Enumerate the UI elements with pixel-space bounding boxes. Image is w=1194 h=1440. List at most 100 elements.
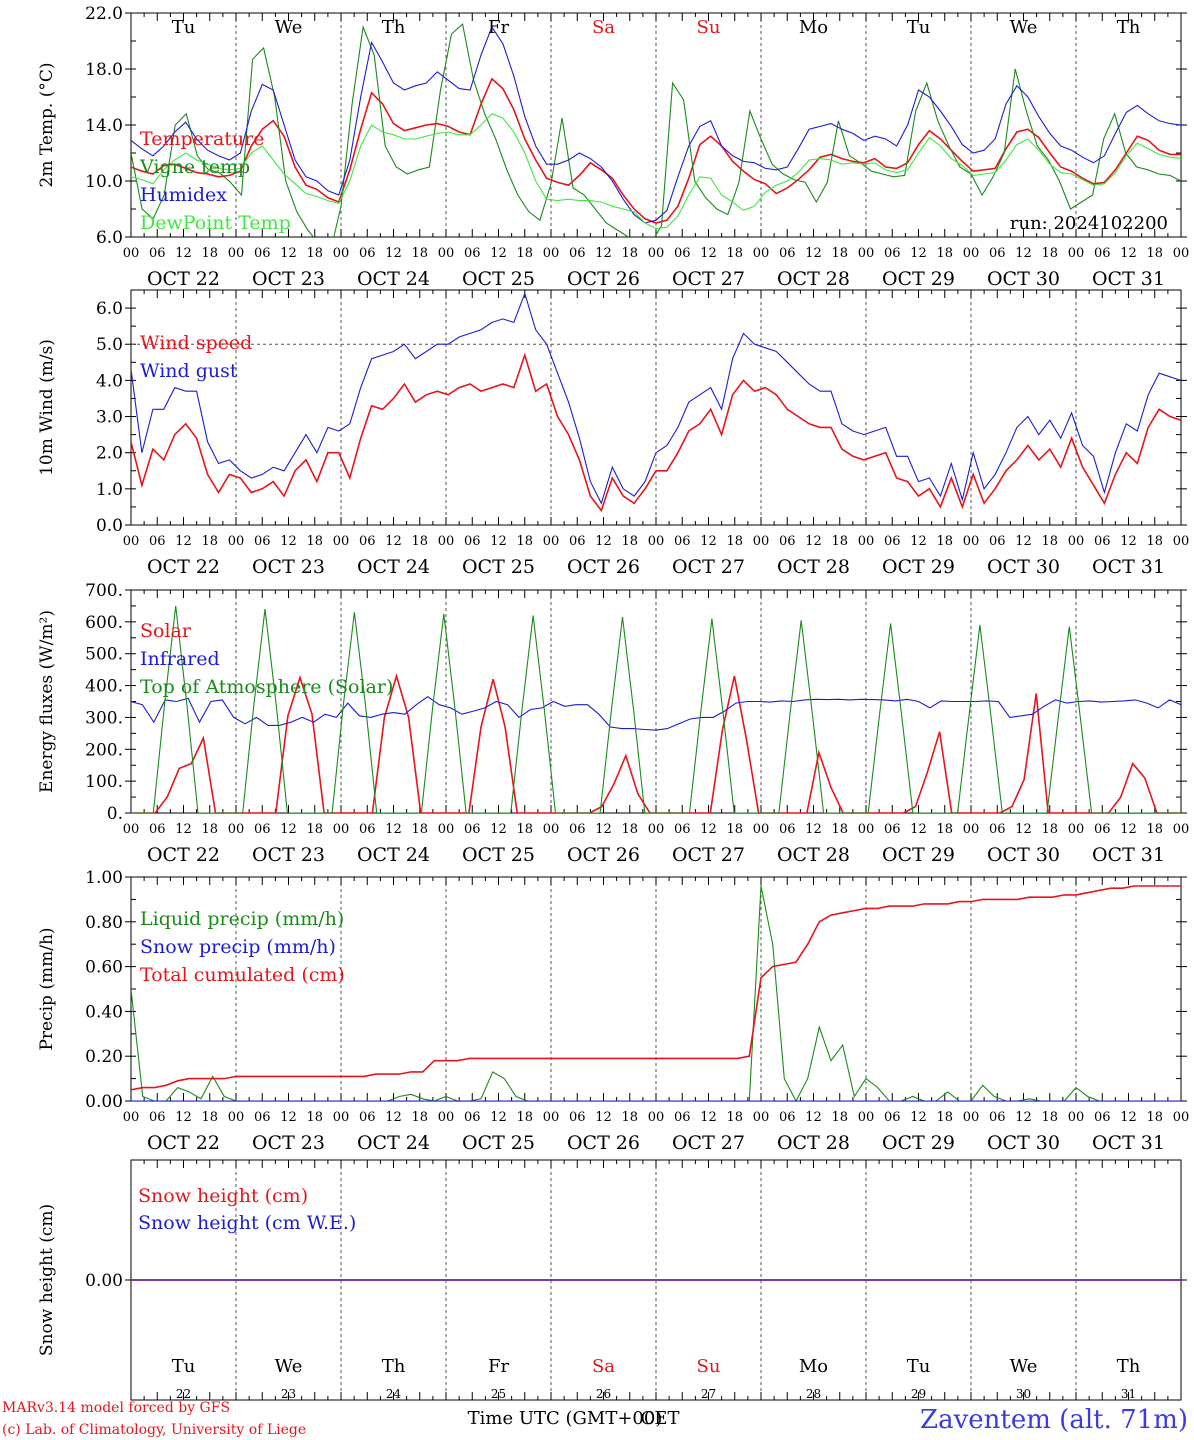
- hour-tick-label: 00: [1173, 1110, 1190, 1125]
- hour-tick-label: 00: [858, 1110, 875, 1125]
- y-tick-label: 14.0: [85, 116, 123, 136]
- hour-tick-label: 06: [254, 246, 271, 261]
- hour-tick-label: 12: [175, 534, 192, 549]
- hour-tick-label: 06: [254, 1110, 271, 1125]
- date-label: OCT 27: [672, 556, 745, 578]
- hour-tick-label: 12: [1015, 534, 1032, 549]
- date-label: OCT 26: [567, 268, 640, 290]
- hour-tick-label: 12: [1120, 534, 1137, 549]
- date-label: OCT 30: [987, 844, 1060, 866]
- date-label: OCT 30: [987, 268, 1060, 290]
- date-label: OCT 31: [1092, 268, 1165, 290]
- date-label: OCT 29: [882, 1132, 955, 1154]
- date-label: OCT 25: [462, 1132, 535, 1154]
- weekday-label: Th: [382, 1356, 406, 1377]
- hour-tick-label: 12: [910, 1110, 927, 1125]
- hour-tick-label: 12: [805, 246, 822, 261]
- hour-tick-label: 00: [228, 822, 245, 837]
- day-number-label: 27: [701, 1387, 716, 1401]
- hour-tick-label: 06: [674, 1110, 691, 1125]
- hour-tick-label: 00: [963, 1110, 980, 1125]
- y-axis-label: 10m Wind (m/s): [37, 339, 57, 476]
- hour-tick-label: 12: [385, 246, 402, 261]
- time-axis-label: Time UTC (GMT+00): [468, 1408, 663, 1429]
- day-number-label: 24: [386, 1387, 402, 1401]
- date-label: OCT 28: [777, 844, 850, 866]
- legend-entry: Snow precip (mm/h): [140, 936, 336, 958]
- date-label: OCT 23: [252, 844, 325, 866]
- y-axis-label: Energy fluxes (W/m²): [37, 610, 57, 793]
- hour-tick-label: 00: [858, 534, 875, 549]
- hour-tick-label: 06: [1094, 1110, 1111, 1125]
- hour-tick-label: 06: [989, 534, 1006, 549]
- time-axis-overlap: CET: [641, 1408, 680, 1429]
- hour-tick-label: 00: [858, 822, 875, 837]
- panel-precip: 0.00 0.20 0.40 0.60 0.80 1.00 Precip (mm/h) Liq…: [37, 868, 1189, 1154]
- date-label: OCT 28: [777, 556, 850, 578]
- hour-tick-label: 06: [359, 1110, 376, 1125]
- day-number-label: 25: [491, 1387, 506, 1401]
- day-number-label: 31: [1121, 1387, 1136, 1401]
- legend-entry: DewPoint Temp: [140, 212, 291, 234]
- series-line-dewpoint-temp: [131, 113, 1181, 230]
- hour-tick-label: 18: [936, 246, 953, 261]
- y-tick-label: 0.0: [96, 516, 123, 536]
- hour-tick-label: 06: [254, 534, 271, 549]
- hour-tick-label: 00: [648, 534, 665, 549]
- date-label: OCT 22: [147, 556, 220, 578]
- y-tick-label: 200.: [85, 740, 123, 760]
- hour-tick-label: 00: [753, 534, 770, 549]
- date-label: OCT 28: [777, 1132, 850, 1154]
- hour-tick-label: 00: [648, 246, 665, 261]
- hour-tick-label: 00: [228, 1110, 245, 1125]
- hour-tick-label: 12: [385, 822, 402, 837]
- hour-tick-label: 00: [438, 1110, 455, 1125]
- hour-tick-label: 06: [884, 1110, 901, 1125]
- legend-entry: Total cumulated (cm): [140, 964, 345, 986]
- weekday-label: Tu: [172, 17, 196, 38]
- hour-tick-label: 12: [280, 822, 297, 837]
- hour-tick-label: 00: [438, 246, 455, 261]
- date-label: OCT 26: [567, 556, 640, 578]
- hour-tick-label: 18: [1146, 1110, 1163, 1125]
- y-tick-label: 3.0: [96, 408, 123, 428]
- date-label: OCT 26: [567, 1132, 640, 1154]
- hour-tick-label: 00: [1173, 822, 1190, 837]
- hour-tick-label: 06: [359, 534, 376, 549]
- hour-tick-label: 18: [1041, 1110, 1058, 1125]
- hour-tick-label: 00: [333, 822, 350, 837]
- y-tick-label: 600.: [85, 613, 123, 633]
- legend-entry: Infrared: [140, 648, 220, 670]
- date-label: OCT 22: [147, 1132, 220, 1154]
- series-line-infrared: [131, 696, 1181, 731]
- hour-tick-label: 18: [201, 1110, 218, 1125]
- plot-frame: [130, 12, 1182, 238]
- y-axis-label: Precip (mm/h): [37, 927, 57, 1050]
- date-label: OCT 31: [1092, 556, 1165, 578]
- legend-entry: Wind gust: [140, 360, 238, 382]
- y-tick-label: 0.: [107, 804, 123, 824]
- series-line-total-cumulated-cm-: [131, 885, 1181, 1091]
- hour-tick-label: 18: [1146, 534, 1163, 549]
- panel-energy: 0. 100. 200. 300. 400. 500. 600. 700. Energy flu…: [37, 581, 1189, 866]
- date-label: OCT 24: [357, 268, 430, 290]
- series-group: [131, 885, 1181, 1101]
- weekday-label: Sa: [592, 1356, 615, 1377]
- credit-line-1: MARv3.14 model forced by GFS: [2, 1400, 230, 1416]
- y-tick-label: 22.0: [85, 4, 123, 24]
- credit-line-2: (c) Lab. of Climatology, University of L…: [2, 1422, 306, 1438]
- y-tick-label: 0.80: [85, 913, 123, 933]
- hour-tick-label: 12: [805, 822, 822, 837]
- y-tick-label: 0.00: [85, 1092, 123, 1112]
- date-label: OCT 26: [567, 844, 640, 866]
- hour-tick-label: 12: [385, 534, 402, 549]
- series-line-solar: [131, 673, 1181, 813]
- date-label: OCT 25: [462, 844, 535, 866]
- hour-tick-label: 00: [123, 246, 140, 261]
- date-label: OCT 23: [252, 1132, 325, 1154]
- weekday-label: We: [275, 17, 303, 38]
- series-group: [131, 23, 1181, 237]
- hour-tick-label: 18: [726, 534, 743, 549]
- hour-tick-label: 00: [963, 534, 980, 549]
- hour-tick-label: 18: [621, 534, 638, 549]
